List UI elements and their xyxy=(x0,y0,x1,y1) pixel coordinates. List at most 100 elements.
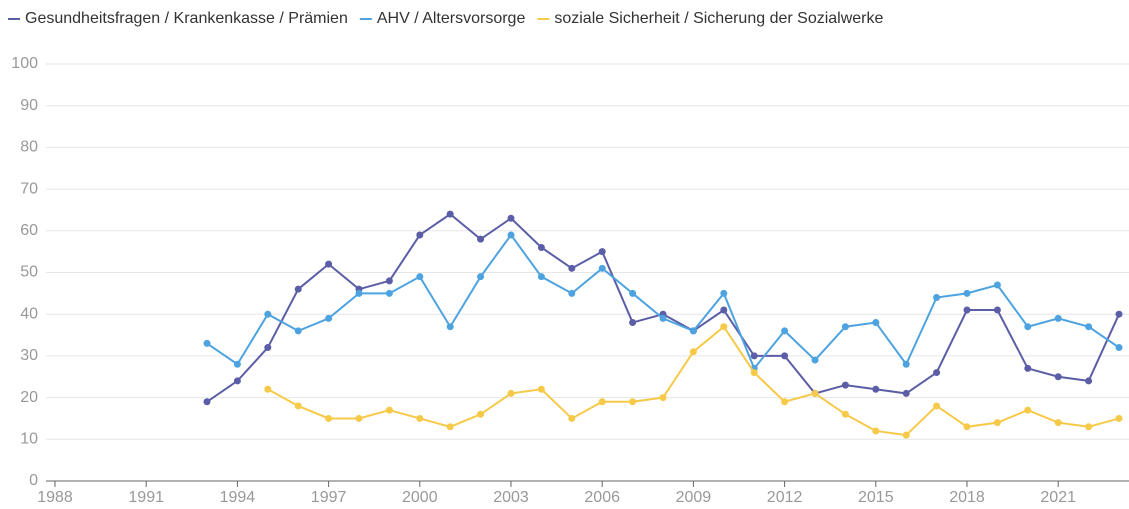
data-point xyxy=(811,356,819,364)
data-point xyxy=(902,389,910,397)
data-point xyxy=(325,314,333,322)
y-tick-label: 40 xyxy=(20,305,38,322)
data-point xyxy=(1054,314,1062,322)
data-point xyxy=(477,273,485,281)
data-point xyxy=(1085,423,1093,431)
data-point xyxy=(781,327,789,335)
data-point xyxy=(872,385,880,393)
data-point xyxy=(781,398,789,406)
data-point xyxy=(537,273,545,281)
data-point xyxy=(720,289,728,297)
data-point xyxy=(233,377,241,385)
y-tick-label: 80 xyxy=(20,139,38,156)
data-point xyxy=(720,306,728,314)
data-point xyxy=(598,398,606,406)
data-point xyxy=(294,285,302,293)
x-tick-label: 2009 xyxy=(676,489,712,506)
data-point xyxy=(355,414,363,422)
data-point xyxy=(264,344,272,352)
legend-label: Gesundheitsfragen / Krankenkasse / Prämi… xyxy=(25,10,348,27)
data-point xyxy=(781,352,789,360)
data-point xyxy=(659,314,667,322)
data-point xyxy=(537,243,545,251)
data-point xyxy=(993,281,1001,289)
data-point xyxy=(1085,323,1093,331)
data-point xyxy=(294,402,302,410)
data-point xyxy=(264,385,272,393)
data-point xyxy=(598,248,606,256)
data-point xyxy=(355,289,363,297)
data-point xyxy=(385,277,393,285)
y-tick-label: 60 xyxy=(20,222,38,239)
y-tick-label: 30 xyxy=(20,347,38,364)
data-point xyxy=(629,398,637,406)
x-tick-label: 2006 xyxy=(584,489,620,506)
data-point xyxy=(963,423,971,431)
data-point xyxy=(963,306,971,314)
data-point xyxy=(477,235,485,243)
data-point xyxy=(568,264,576,272)
data-point xyxy=(1054,419,1062,427)
data-point xyxy=(416,414,424,422)
data-point xyxy=(1115,310,1123,318)
x-tick-label: 2012 xyxy=(767,489,803,506)
y-tick-label: 50 xyxy=(20,264,38,281)
data-point xyxy=(1024,323,1032,331)
data-point xyxy=(720,323,728,331)
data-point xyxy=(750,352,758,360)
y-tick-label: 100 xyxy=(11,55,38,72)
data-point xyxy=(446,423,454,431)
legend-label: soziale Sicherheit / Sicherung der Sozia… xyxy=(554,10,883,27)
data-point xyxy=(993,419,1001,427)
data-point xyxy=(446,210,454,218)
data-point xyxy=(933,369,941,377)
data-point xyxy=(963,289,971,297)
y-tick-label: 0 xyxy=(29,472,38,489)
legend-label: AHV / Altersvorsorge xyxy=(377,10,526,27)
x-tick-label: 1991 xyxy=(128,489,164,506)
data-point xyxy=(902,360,910,368)
data-point xyxy=(507,389,515,397)
data-point xyxy=(537,385,545,393)
series-line xyxy=(206,233,1120,371)
x-tick-label: 2003 xyxy=(493,489,529,506)
data-point xyxy=(1024,406,1032,414)
data-point xyxy=(659,394,667,402)
data-point xyxy=(689,348,697,356)
data-point xyxy=(1054,373,1062,381)
data-point xyxy=(568,289,576,297)
data-point xyxy=(507,214,515,222)
data-point xyxy=(1115,414,1123,422)
data-point xyxy=(629,319,637,327)
y-tick-label: 90 xyxy=(20,97,38,114)
x-tick-label: 2018 xyxy=(949,489,985,506)
data-point xyxy=(385,406,393,414)
data-point xyxy=(477,410,485,418)
data-point xyxy=(325,414,333,422)
data-point xyxy=(750,369,758,377)
series-line xyxy=(267,325,1120,437)
data-point xyxy=(203,398,211,406)
data-point xyxy=(841,323,849,331)
data-point xyxy=(933,402,941,410)
data-point xyxy=(203,339,211,347)
x-tick-label: 2015 xyxy=(858,489,894,506)
data-point xyxy=(1115,344,1123,352)
data-point xyxy=(902,431,910,439)
data-point xyxy=(264,310,272,318)
data-point xyxy=(689,327,697,335)
x-tick-label: 2000 xyxy=(402,489,438,506)
data-point xyxy=(1024,364,1032,372)
x-tick-label: 1994 xyxy=(220,489,256,506)
data-point xyxy=(598,264,606,272)
data-point xyxy=(507,231,515,239)
data-point xyxy=(294,327,302,335)
data-point xyxy=(416,273,424,281)
data-point xyxy=(993,306,1001,314)
data-point xyxy=(841,381,849,389)
x-tick-label: 1988 xyxy=(37,489,73,506)
data-point xyxy=(1085,377,1093,385)
x-tick-label: 1997 xyxy=(311,489,347,506)
data-point xyxy=(872,319,880,327)
